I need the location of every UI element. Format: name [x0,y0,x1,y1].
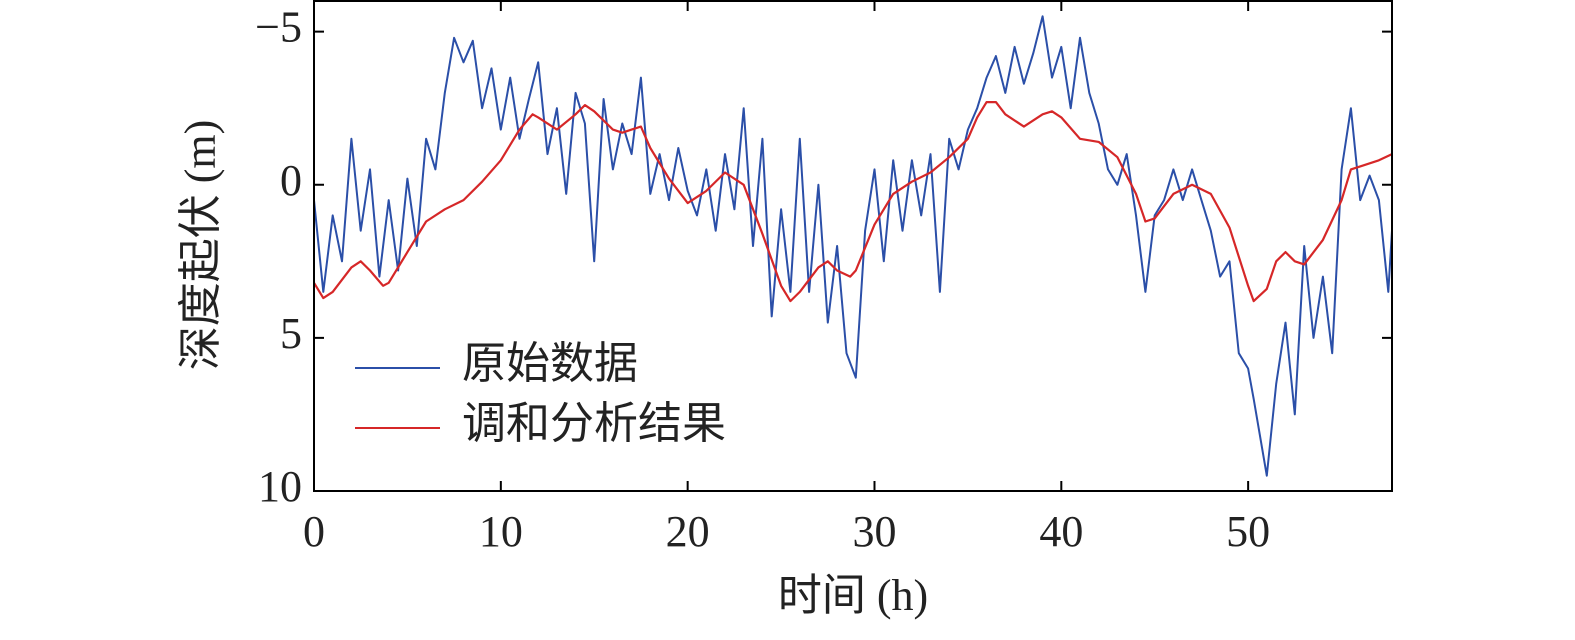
legend-label: 调和分析结果 [462,399,726,448]
plot-frame [313,0,1393,492]
x-tick-label: 50 [1226,507,1270,556]
x-tick-label: 20 [666,507,710,556]
x-tick-label: 10 [479,507,523,556]
x-axis-title: 时间 (h) [778,571,928,620]
y-tick-label: 10 [258,462,302,511]
data-line [313,101,1393,303]
x-tick-label: 30 [852,507,896,556]
y-tick-label: 5 [280,309,302,358]
y-axis-title: 深度起伏 (m) [176,120,225,371]
data-line [313,15,1393,477]
legend-label: 原始数据 [462,339,638,388]
x-tick-label: 0 [303,507,325,556]
x-tick-label: 40 [1039,507,1083,556]
y-tick-label: 0 [280,156,302,205]
y-tick-label: −5 [255,3,302,52]
